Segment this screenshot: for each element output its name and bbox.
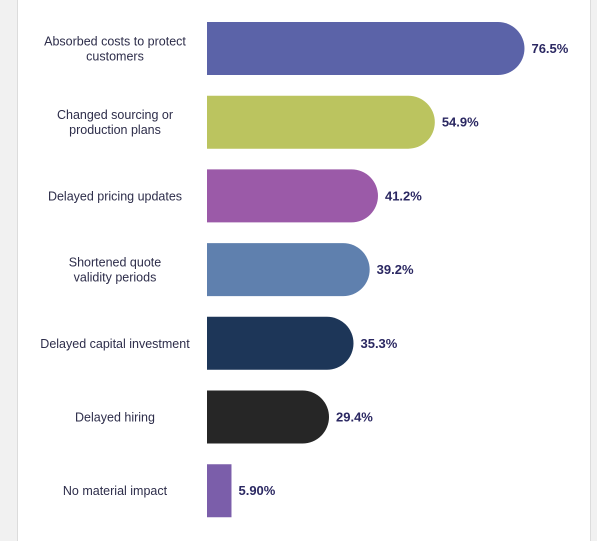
value-label-delayed-pricing-updates: 41.2% (385, 188, 422, 203)
bar-delayed-pricing-updates (207, 169, 378, 223)
category-label-absorbed-costs-to-protect-customers: Absorbed costs to protect customers (44, 35, 186, 64)
category-label-delayed-hiring: Delayed hiring (75, 411, 155, 425)
value-label-absorbed-costs-to-protect-customers: 76.5% (531, 41, 568, 56)
chart-panel: 76.5% Absorbed costs to protect customers 5… (17, 0, 591, 541)
value-label-no-material-impact: 5.90% (238, 483, 275, 498)
value-label-delayed-capital-investment: 35.3% (360, 336, 397, 351)
value-label-changed-sourcing-or-production-plans: 54.9% (442, 115, 479, 130)
bar-delayed-hiring (207, 390, 330, 444)
category-label-delayed-capital-investment: Delayed capital investment (40, 337, 190, 351)
bar-no-material-impact (207, 464, 232, 518)
category-label-shortened-quote-validity-periods: Shortened quote validity periods (69, 256, 161, 285)
bar-chart: 76.5% Absorbed costs to protect customers 5… (40, 22, 569, 518)
category-label-delayed-pricing-updates: Delayed pricing updates (48, 189, 182, 203)
bar-absorbed-costs-to-protect-customers (207, 22, 525, 75)
bar-changed-sourcing-or-production-plans (207, 95, 435, 149)
value-label-delayed-hiring: 29.4% (336, 410, 373, 425)
category-label-no-material-impact: No material impact (63, 484, 168, 498)
category-label-changed-sourcing-or-production-plans: Changed sourcing or production plans (57, 108, 173, 137)
value-label-shortened-quote-validity-periods: 39.2% (377, 262, 414, 277)
bar-delayed-capital-investment (207, 316, 354, 370)
bar-shortened-quote-validity-periods (207, 243, 370, 297)
